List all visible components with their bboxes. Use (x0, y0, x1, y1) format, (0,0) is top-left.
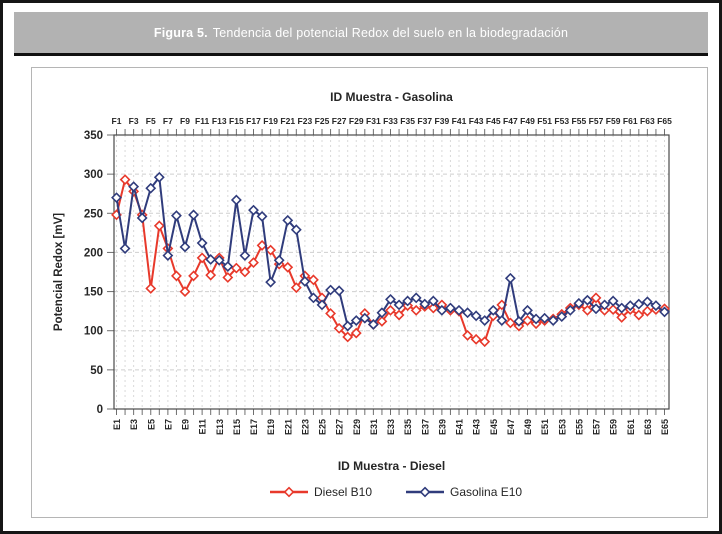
svg-text:F33: F33 (383, 116, 398, 126)
top-axis-title: ID Muestra - Gasolina (330, 90, 453, 104)
svg-text:F1: F1 (112, 116, 122, 126)
svg-text:F21: F21 (280, 116, 295, 126)
svg-text:F15: F15 (229, 116, 244, 126)
svg-text:F59: F59 (606, 116, 621, 126)
axis-tick-labels: 0 50 100 150 200 250 300 350 F1 F3 F5 F7 F9 F11 F13 F15… (84, 116, 672, 435)
svg-text:E39: E39 (437, 419, 447, 435)
legend-item-gasolina-e10: Gasolina E10 (406, 485, 522, 499)
svg-text:E21: E21 (283, 419, 293, 435)
svg-text:E7: E7 (163, 419, 173, 430)
svg-text:E13: E13 (215, 419, 225, 435)
chart-panel: ID Muestra - Gasolina ID Muestra - Diesel… (31, 67, 708, 518)
svg-text:F57: F57 (589, 116, 604, 126)
legend-item-diesel-b10: Diesel B10 (270, 485, 372, 499)
svg-text:200: 200 (84, 247, 103, 259)
svg-text:F65: F65 (657, 116, 672, 126)
svg-text:F31: F31 (366, 116, 381, 126)
svg-text:F63: F63 (640, 116, 655, 126)
svg-text:F25: F25 (315, 116, 330, 126)
svg-text:E23: E23 (300, 419, 310, 435)
axis-ticks (107, 129, 665, 415)
svg-text:E35: E35 (403, 419, 413, 435)
svg-text:E27: E27 (335, 419, 345, 435)
svg-text:E37: E37 (420, 419, 430, 435)
svg-text:F29: F29 (349, 116, 364, 126)
svg-text:E9: E9 (181, 419, 191, 430)
svg-text:E43: E43 (472, 419, 482, 435)
series-gasolina-e10 (111, 171, 670, 332)
svg-text:350: 350 (84, 130, 103, 142)
svg-text:E49: E49 (523, 419, 533, 435)
figure-header: Figura 5. Tendencia del potencial Redox d… (14, 12, 708, 56)
svg-text:50: 50 (90, 365, 103, 377)
svg-text:E19: E19 (266, 419, 276, 435)
svg-text:300: 300 (84, 169, 103, 181)
svg-text:E41: E41 (455, 419, 465, 435)
svg-text:F35: F35 (400, 116, 415, 126)
svg-text:F37: F37 (417, 116, 432, 126)
svg-text:0: 0 (97, 404, 103, 416)
svg-text:E47: E47 (506, 419, 516, 435)
svg-text:F47: F47 (503, 116, 518, 126)
svg-text:F9: F9 (180, 116, 190, 126)
svg-text:E63: E63 (643, 419, 653, 435)
figure-title-text: Tendencia del potencial Redox del suelo … (212, 26, 569, 40)
svg-text:E29: E29 (352, 419, 362, 435)
svg-text:E15: E15 (232, 419, 242, 435)
svg-text:F5: F5 (146, 116, 156, 126)
svg-text:E61: E61 (626, 419, 636, 435)
grid-lines (114, 135, 669, 409)
plot-border (113, 134, 670, 410)
svg-text:E51: E51 (540, 419, 550, 435)
svg-text:150: 150 (84, 287, 103, 299)
svg-text:F27: F27 (332, 116, 347, 126)
svg-text:E33: E33 (386, 419, 396, 435)
svg-text:E11: E11 (198, 419, 208, 435)
figure-number-label: Figura 5. (153, 26, 208, 40)
svg-text:Diesel B10: Diesel B10 (314, 485, 372, 499)
svg-text:F39: F39 (435, 116, 450, 126)
svg-text:F41: F41 (452, 116, 467, 126)
svg-text:E55: E55 (574, 419, 584, 435)
svg-text:250: 250 (84, 208, 103, 220)
redox-chart-svg: ID Muestra - Gasolina ID Muestra - Diesel… (53, 90, 672, 499)
svg-text:E1: E1 (112, 419, 122, 430)
svg-text:F19: F19 (263, 116, 278, 126)
svg-text:F23: F23 (298, 116, 313, 126)
svg-text:F53: F53 (554, 116, 569, 126)
svg-text:F3: F3 (129, 116, 139, 126)
svg-text:E65: E65 (660, 419, 670, 435)
svg-text:E25: E25 (318, 419, 328, 435)
svg-text:F7: F7 (163, 116, 173, 126)
svg-text:F11: F11 (195, 116, 209, 126)
svg-text:E53: E53 (557, 419, 567, 435)
svg-text:E59: E59 (609, 419, 619, 435)
y-axis-title: Potencial Redox [mV] (53, 213, 65, 331)
svg-text:F49: F49 (520, 116, 535, 126)
svg-text:F17: F17 (246, 116, 261, 126)
svg-text:F51: F51 (537, 116, 552, 126)
svg-text:E3: E3 (129, 419, 139, 430)
svg-text:E45: E45 (489, 419, 499, 435)
svg-text:F43: F43 (469, 116, 484, 126)
svg-text:E57: E57 (592, 419, 602, 435)
svg-text:F55: F55 (572, 116, 587, 126)
svg-text:E5: E5 (146, 419, 156, 430)
svg-text:F61: F61 (623, 116, 638, 126)
svg-text:E17: E17 (249, 419, 259, 435)
svg-text:100: 100 (84, 326, 103, 338)
svg-text:E31: E31 (369, 419, 379, 435)
svg-text:F13: F13 (212, 116, 227, 126)
legend: Diesel B10 Gasolina E10 (270, 485, 522, 499)
bottom-axis-title: ID Muestra - Diesel (338, 459, 445, 473)
svg-text:Gasolina E10: Gasolina E10 (450, 485, 522, 499)
svg-text:F45: F45 (486, 116, 501, 126)
